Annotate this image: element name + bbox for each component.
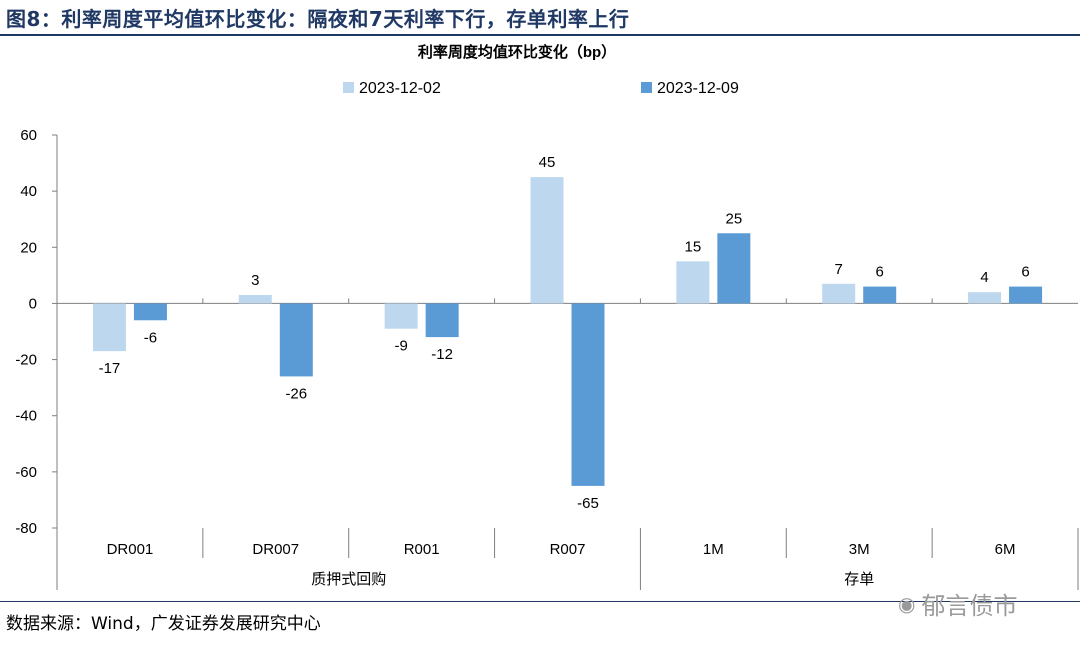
figure-title: 图8：利率周度平均值环比变化：隔夜和7天利率下行，存单利率上行 (6, 7, 630, 31)
data-label-dr001-series-1: -17 (99, 360, 121, 377)
data-label-r001-series-1: -9 (394, 338, 407, 355)
bar-r007-series-2 (571, 303, 605, 486)
chart-title: 利率周度均值环比变化（bp） (418, 43, 616, 61)
legend-label-series-1: 2023-12-02 (359, 80, 441, 97)
x-category-label: DR007 (252, 541, 299, 558)
bar-1m-series-1 (676, 261, 710, 304)
axes: 60 40 20 0 -20 -40 -60 -80 (15, 127, 1079, 590)
data-labels: -17 3 -9 45 15 7 4 -6 -26 -12 -65 25 6 6 (99, 154, 1030, 512)
x-group-label: 存单 (844, 571, 874, 588)
data-label-r007-series-2: -65 (577, 495, 599, 512)
legend: 2023-12-02 2023-12-09 (343, 80, 739, 97)
data-label-6m-series-1: 4 (980, 269, 988, 286)
x-group-label: 质押式回购 (311, 571, 386, 588)
x-axis-categories: DR001 DR007 R001 R007 1M 3M 6M 质押式回购 存单 (107, 541, 1016, 588)
wechat-icon: ◉ (898, 591, 916, 616)
bar-3m-series-1 (822, 283, 856, 304)
bar-dr001-series-2 (133, 303, 167, 321)
footer-divider (0, 601, 1080, 602)
x-category-label: R001 (404, 541, 440, 558)
data-label-3m-series-2: 6 (876, 264, 884, 281)
y-tick-label: 60 (20, 127, 37, 144)
legend-swatch-series-2 (641, 82, 652, 93)
y-tick-label: -20 (15, 352, 37, 369)
data-label-dr007-series-2: -26 (285, 385, 307, 402)
bar-1m-series-2 (717, 233, 751, 304)
data-label-dr001-series-2: -6 (144, 329, 157, 346)
x-category-label: DR001 (107, 541, 154, 558)
bar-6m-series-1 (968, 292, 1002, 304)
y-tick-label: -60 (15, 464, 37, 481)
bar-r001-series-1 (384, 303, 418, 329)
y-tick-label: -40 (15, 408, 37, 425)
bar-r007-series-1 (530, 177, 564, 304)
bars (92, 177, 1043, 486)
bar-dr007-series-1 (238, 295, 272, 304)
bar-chart: 利率周度均值环比变化（bp） 2023-12-02 2023-12-09 604… (15, 43, 1079, 590)
watermark: ◉ 郁言债市 (898, 586, 1017, 621)
data-label-1m-series-2: 25 (726, 210, 743, 227)
x-category-label: 1M (703, 541, 724, 558)
y-tick-label: 20 (20, 239, 37, 256)
data-label-dr007-series-1: 3 (251, 272, 259, 289)
x-category-label: 3M (849, 541, 870, 558)
source-note: 数据来源：Wind，广发证券发展研究中心 (6, 614, 321, 634)
bar-dr007-series-2 (279, 303, 313, 377)
data-label-3m-series-1: 7 (835, 261, 843, 278)
bar-3m-series-2 (863, 286, 897, 304)
data-label-1m-series-1: 15 (685, 238, 702, 255)
data-label-r007-series-1: 45 (539, 154, 556, 171)
bar-dr001-series-1 (92, 303, 126, 352)
x-category-label: 6M (995, 541, 1016, 558)
bar-r001-series-2 (425, 303, 459, 338)
title-divider (0, 34, 1080, 36)
legend-label-series-2: 2023-12-09 (657, 80, 739, 97)
y-tick-label: 40 (20, 183, 37, 200)
data-label-6m-series-2: 6 (1021, 264, 1029, 281)
bar-6m-series-2 (1009, 286, 1043, 304)
y-tick-label: 0 (29, 295, 37, 312)
watermark-text: 郁言债市 (921, 592, 1018, 620)
legend-swatch-series-1 (343, 82, 354, 93)
y-tick-label: -80 (15, 520, 37, 537)
data-label-r001-series-2: -12 (431, 346, 453, 363)
x-category-label: R007 (550, 541, 586, 558)
